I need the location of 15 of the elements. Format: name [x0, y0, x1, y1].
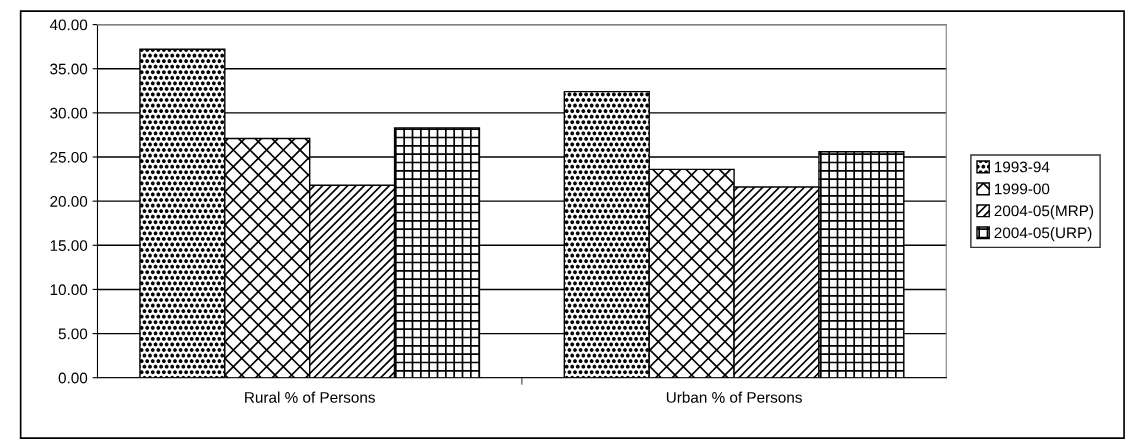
legend-label: 1999-00: [994, 183, 1050, 195]
y-tick-label: 35.00: [50, 63, 88, 75]
y-tick-label: 15.00: [50, 240, 88, 251]
y-tick-label: 20.00: [50, 196, 88, 207]
legend-label: 2004-05(URP): [994, 227, 1092, 242]
legend-label: 1993-94: [994, 161, 1050, 173]
x-tick-label: Rural % of Persons: [245, 391, 375, 403]
y-tick-label: 0.00: [58, 372, 88, 384]
y-tick-label: 10.00: [50, 284, 88, 296]
y-tick-label: 25.00: [50, 151, 88, 163]
legend-label: 2004-05(MRP): [994, 205, 1094, 220]
y-tick-label: 40.00: [49, 19, 88, 31]
x-tick-label: Urban % of Persons: [666, 391, 802, 403]
y-tick-label: 30.00: [50, 107, 88, 119]
y-tick-label: 5.00: [58, 328, 88, 340]
